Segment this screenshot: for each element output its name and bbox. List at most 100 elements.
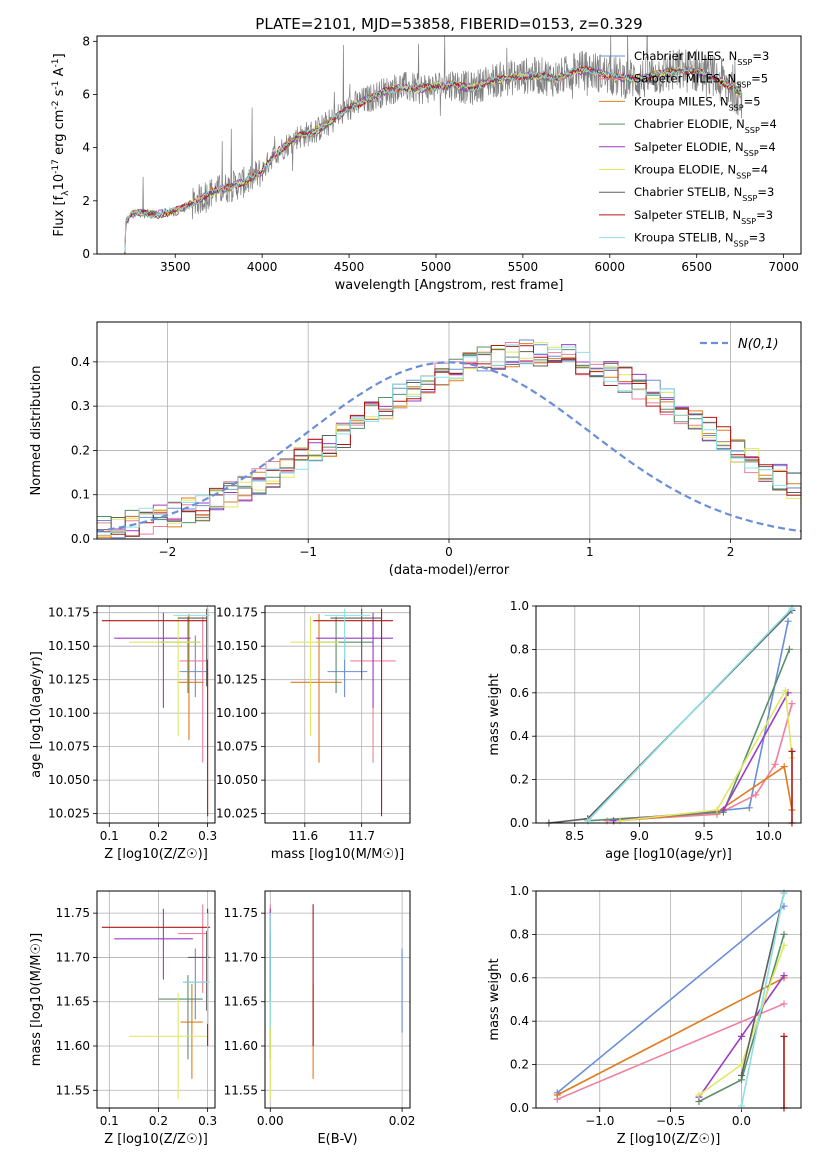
y-tick-label: 11.65 [56,995,90,1009]
x-tick-label: −2 [159,545,177,559]
y-tick-label: 0.3 [71,399,90,413]
y-tick-label: 0.0 [71,532,90,546]
x-tick-label: 0.3 [198,1114,217,1128]
x-tick-label: 8.5 [565,829,584,843]
y-tick-label: 0.1 [71,488,90,502]
y-tick-label: 10.125 [216,673,258,687]
weight-point [780,972,788,980]
y-axis-label: mass weight [487,958,502,1040]
weight-line-kroupa_stelib [740,893,785,1106]
model-line-kroupa_stelib [124,65,742,253]
y-tick-label: 10.125 [48,673,90,687]
histogram-kroupa_stelib [97,344,801,539]
y-tick-label: 0.2 [510,773,529,787]
axes-frame [96,321,802,540]
y-tick-label: 11.55 [224,1083,258,1097]
x-tick-label: 6000 [595,260,626,274]
legend-entry: Chabrier STELIB, NSSP=3 [634,185,774,203]
weight-line-kroupa_miles [556,977,785,1096]
y-tick-label: 11.70 [224,950,258,964]
weight-line-kroupa_stelib [587,607,793,822]
weight-point [788,700,796,708]
y-tick-label: 0.2 [71,443,90,457]
x-tick-label: 2 [727,545,735,559]
model-line-salpeter_stelib [124,66,742,254]
residuals-panel: −2 −1 0 1 2 0.0 0.1 0.2 0.3 0.4 (data-model)/error… [29,321,802,578]
y-tick-label: 10.050 [48,773,90,787]
x-tick-label: 6500 [681,260,712,274]
weight-point [780,941,788,949]
axes-frame [96,605,216,824]
mass_vs_Z-panel: 0.1 0.2 0.3 11.55 11.60 11.65 11.70 11.75 Z [log… [29,890,217,1147]
weight-point [780,930,788,938]
y-tick-label: 0.4 [510,1014,529,1028]
weight-line-kroupa_elodie [619,688,793,822]
x-axis-label: Z [log10(Z/Z☉)] [104,1132,208,1147]
y-tick-label: 11.75 [224,906,258,920]
x-tick-label: 9.0 [630,829,649,843]
x-tick-label: 10.0 [755,829,782,843]
weight-point [737,1032,745,1040]
y-tick-label: 0.6 [510,686,529,700]
axes-frame [535,605,802,824]
x-tick-label: 11.7 [348,829,375,843]
y-tick-label: 4 [82,141,90,155]
axes-frame [535,890,802,1109]
y-tick-label: 0.0 [510,816,529,830]
weight-point [784,617,792,625]
x-tick-label: 1 [586,545,594,559]
y-tick-label: 11.55 [56,1083,90,1097]
weight-point [719,806,727,814]
x-tick-label: 3500 [160,260,191,274]
x-axis-label: E(B-V) [317,1132,357,1147]
y-tick-label: 11.60 [224,1039,258,1053]
age_vs_mass-panel: 11.6 11.7 10.025 10.050 10.075 10.100 10.125 10… [216,605,411,862]
weight-point [737,1071,745,1079]
y-tick-label: 11.75 [56,906,90,920]
x-tick-label: 4500 [334,260,365,274]
y-tick-label: 10.175 [48,606,90,620]
y-tick-label: 2 [82,194,90,208]
legend-entry: Kroupa ELODIE, NSSP=4 [634,163,768,181]
x-tick-label: 0.0 [732,1114,751,1128]
weight-line-chabrier_stelib [740,893,785,1076]
axes-frame [96,890,216,1109]
weight_vs_Z-panel: −1.0 −0.5 0.0 0.0 0.2 0.4 0.6 0.8 1.0 Z [log10(Z/… [487,884,802,1147]
x-axis-label: wavelength [Angstrom, rest frame] [335,278,564,293]
histogram-salpeter_stelib [97,345,801,539]
y-tick-label: 10.175 [216,606,258,620]
spectrum-panel: 3500 4000 4500 5000 5500 6000 6500 7000 0 2 4 6 8 wav… [51,34,802,293]
x-tick-label: 9.5 [695,829,714,843]
x-tick-label: 0.00 [257,1114,284,1128]
weight-point [771,760,779,768]
y-tick-label: 10.025 [48,807,90,821]
y-axis-label: mass weight [487,673,502,755]
x-tick-label: 0.3 [198,829,217,843]
y-tick-label: 8 [82,34,90,48]
y-tick-label: 0.4 [71,355,90,369]
y-tick-label: 10.025 [216,807,258,821]
x-axis-label: mass [log10(M/M☉)] [271,847,404,862]
x-tick-label: −1.0 [585,1114,614,1128]
y-tick-label: 0.4 [510,729,529,743]
y-tick-label: 6 [82,87,90,101]
y-tick-label: 10.100 [216,706,258,720]
weight_vs_age-panel: 8.5 9.0 9.5 10.0 0.0 0.2 0.4 0.6 0.8 1.0 age [log1… [487,599,802,862]
y-tick-label: 10.100 [48,706,90,720]
y-tick-label: 0.8 [510,927,529,941]
y-axis-label: age [log10(age/yr)] [29,651,44,778]
weight-point [695,1091,703,1099]
x-tick-label: 0.2 [149,829,168,843]
y-tick-label: 10.075 [48,740,90,754]
x-axis-label: age [log10(age/yr)] [605,847,732,862]
x-tick-label: 7000 [768,260,799,274]
weight-point [745,804,753,812]
y-tick-label: 1.0 [510,884,529,898]
legend-entry: N(0,1) [738,337,779,352]
weight-point [752,791,760,799]
y-axis-label: Normed distribution [29,366,44,496]
legend-entry: Salpeter ELODIE, NSSP=4 [634,140,776,158]
y-tick-label: 0.2 [510,1058,529,1072]
legend-entry: Kroupa STELIB, NSSP=3 [634,231,766,249]
